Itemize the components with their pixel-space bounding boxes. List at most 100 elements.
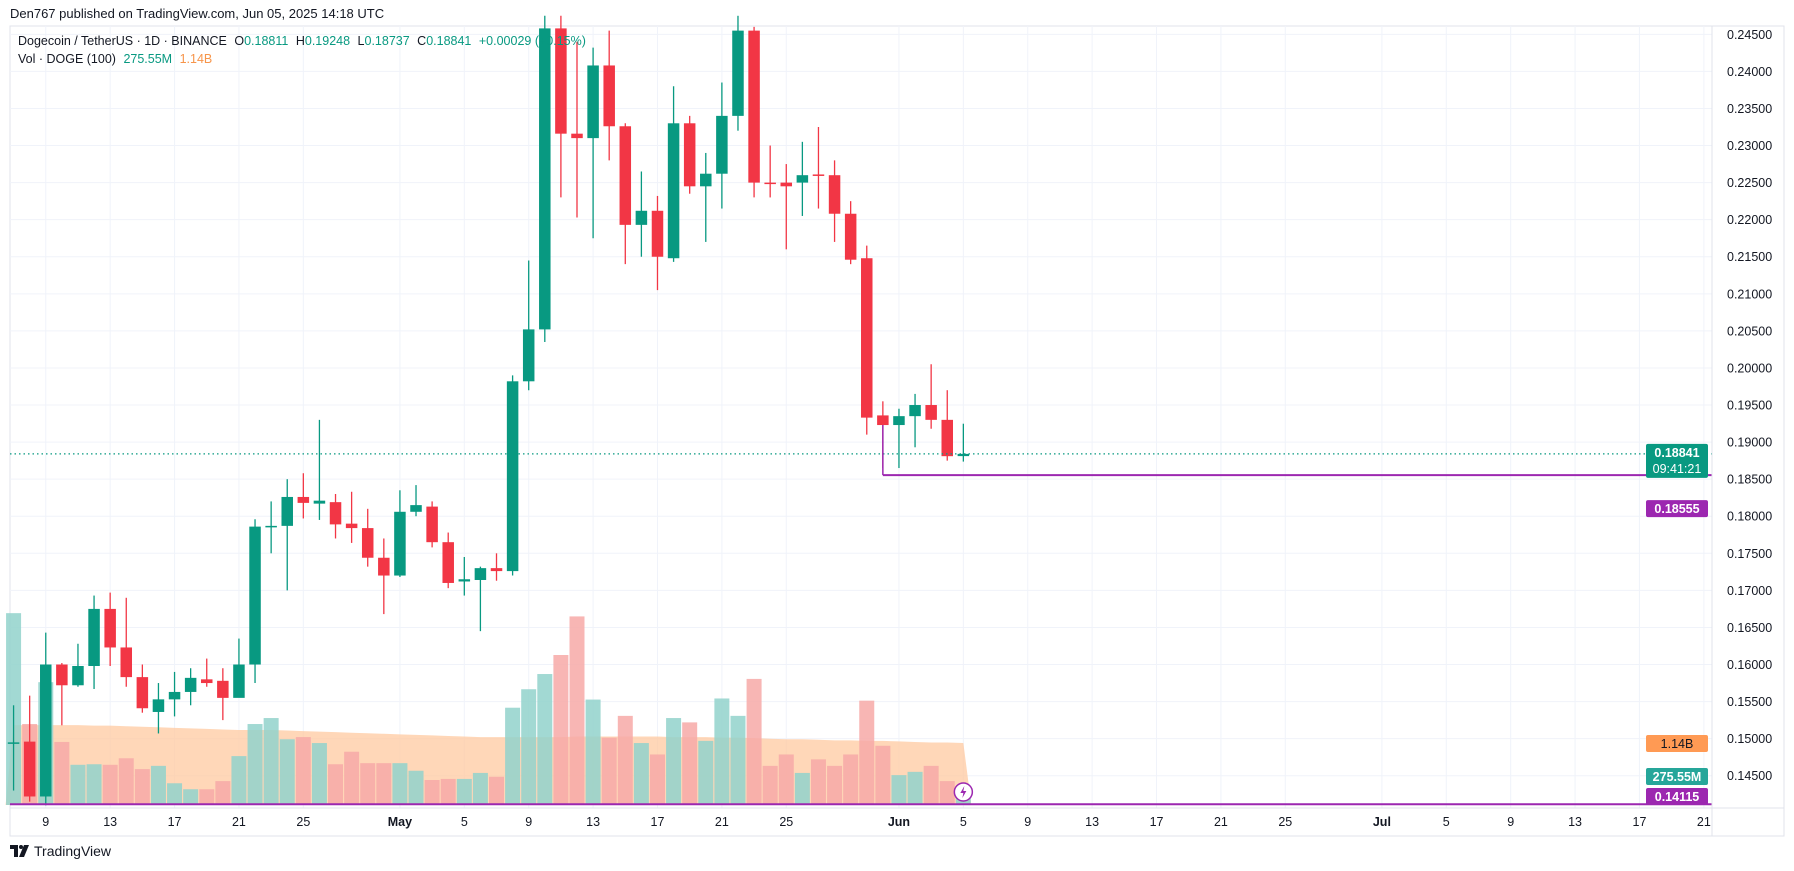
time-tick-label: May [388, 815, 412, 829]
volume-bar [472, 772, 488, 805]
candle-body [410, 505, 422, 512]
chart-frame [9, 25, 1785, 837]
volume-bar [392, 763, 408, 805]
candle-body [217, 680, 229, 698]
time-axis[interactable]: 9 13 17 21 25 May 5 9 13 17 21 25 Jun 5 9 13 17 21 25 Jul 5 9… [42, 815, 1711, 829]
volume-bar [923, 765, 939, 805]
volume-bar [408, 770, 424, 805]
price-axis[interactable]: 0.24500 0.24000 0.23500 0.23000 0.22500 0.220… [1727, 28, 1772, 783]
legend-open: O0.18811 [234, 34, 288, 48]
time-tick-label: 13 [586, 815, 600, 829]
volume-bar [778, 754, 794, 805]
time-tick-label: 9 [1024, 815, 1031, 829]
volume-bar [456, 778, 472, 805]
brand-name: TradingView [34, 843, 112, 859]
candle-body [844, 213, 857, 260]
volume-bars [6, 613, 971, 805]
volume-bar [376, 763, 392, 805]
volume-ma-tag-value: 1.14B [1661, 737, 1694, 751]
candle-body [265, 525, 277, 528]
volume-bar [601, 737, 617, 805]
candle-body [780, 182, 793, 187]
candle-body [313, 500, 326, 504]
volume-bar [553, 655, 569, 805]
candles [7, 15, 970, 806]
volume-bar [843, 754, 859, 805]
close-label: C [417, 34, 427, 48]
time-tick-label: 9 [525, 815, 532, 829]
candle-body [88, 608, 100, 666]
volume-bar [167, 783, 183, 805]
candle-body [571, 133, 583, 139]
time-tick-label: 5 [960, 815, 967, 829]
publisher-caption: Den767 published on TradingView.com, Jun… [10, 6, 385, 21]
volume-bar [762, 765, 778, 805]
legend-ohlc-row: Dogecoin / TetherUS · 1D · BINANCE O0.18… [18, 32, 590, 50]
time-tick-label: 25 [779, 815, 793, 829]
price-tick-label: 0.15000 [1727, 732, 1772, 746]
low-value: 0.18737 [364, 34, 410, 48]
candle-body [555, 28, 567, 134]
candle-body [152, 699, 165, 712]
candle-body [233, 664, 245, 698]
volume-bar [279, 739, 295, 805]
volume-bar [344, 751, 360, 805]
lightning-icon[interactable] [953, 782, 974, 802]
candle-body [716, 115, 728, 174]
candle-body [957, 453, 970, 457]
price-tick-label: 0.20000 [1727, 361, 1772, 375]
price-tick-label: 0.18500 [1727, 473, 1772, 487]
countdown-timer: 09:41:21 [1653, 462, 1702, 476]
candle-body [539, 28, 551, 330]
candle-body [7, 742, 20, 744]
low-label: L [357, 34, 365, 48]
volume-bar [794, 772, 810, 805]
volume-label[interactable]: Vol · DOGE (100) [18, 52, 116, 66]
time-tick-label: 17 [168, 815, 182, 829]
time-tick-label: 17 [1633, 815, 1647, 829]
price-lines [10, 425, 1712, 806]
candle-body [522, 329, 535, 382]
candle-body [748, 30, 760, 183]
volume-bar [360, 763, 376, 805]
legend-close: C0.18841 [417, 34, 471, 48]
candle-body [941, 419, 954, 457]
volume-bar [54, 741, 70, 805]
last-price-tag [1646, 443, 1708, 478]
legend-symbol[interactable]: Dogecoin / TetherUS · 1D · BINANCE [18, 34, 227, 48]
price-tick-label: 0.20500 [1727, 324, 1772, 338]
volume-bar [939, 781, 955, 805]
volume-bar [633, 743, 649, 805]
time-tick-label: 17 [651, 815, 665, 829]
volume-bar [263, 718, 279, 805]
candle-body [458, 579, 471, 582]
legend-volume-row: Vol · DOGE (100) 275.55M 1.14B [18, 50, 590, 68]
volume-bar [134, 769, 150, 805]
volume-bar [215, 781, 231, 805]
time-tick-label: 21 [232, 815, 246, 829]
volume-bar [746, 678, 762, 805]
candle-body [619, 126, 632, 225]
price-tick-label: 0.21500 [1727, 250, 1772, 264]
candle-body [378, 557, 390, 576]
level-price-value: 0.18555 [1654, 502, 1699, 516]
candle-body [297, 496, 310, 503]
volume-ma-value: 1.14B [179, 52, 213, 66]
candle-body [23, 741, 36, 797]
volume-bar [617, 715, 633, 805]
candle-body [732, 30, 744, 116]
price-tick-label: 0.23500 [1727, 102, 1772, 116]
tradingview-logo[interactable]: TradingView [10, 843, 111, 859]
candle-body [877, 415, 889, 426]
candle-body [104, 608, 116, 648]
volume-tag-value: 275.55M [1653, 770, 1702, 784]
volume-bar [118, 758, 134, 805]
candle-body [426, 506, 438, 543]
time-tick-label: 13 [103, 815, 117, 829]
candle-body [828, 175, 841, 214]
volume-bar [859, 700, 875, 805]
candle-body [72, 665, 84, 686]
volume-bar [231, 756, 247, 805]
candle-body [667, 123, 680, 259]
